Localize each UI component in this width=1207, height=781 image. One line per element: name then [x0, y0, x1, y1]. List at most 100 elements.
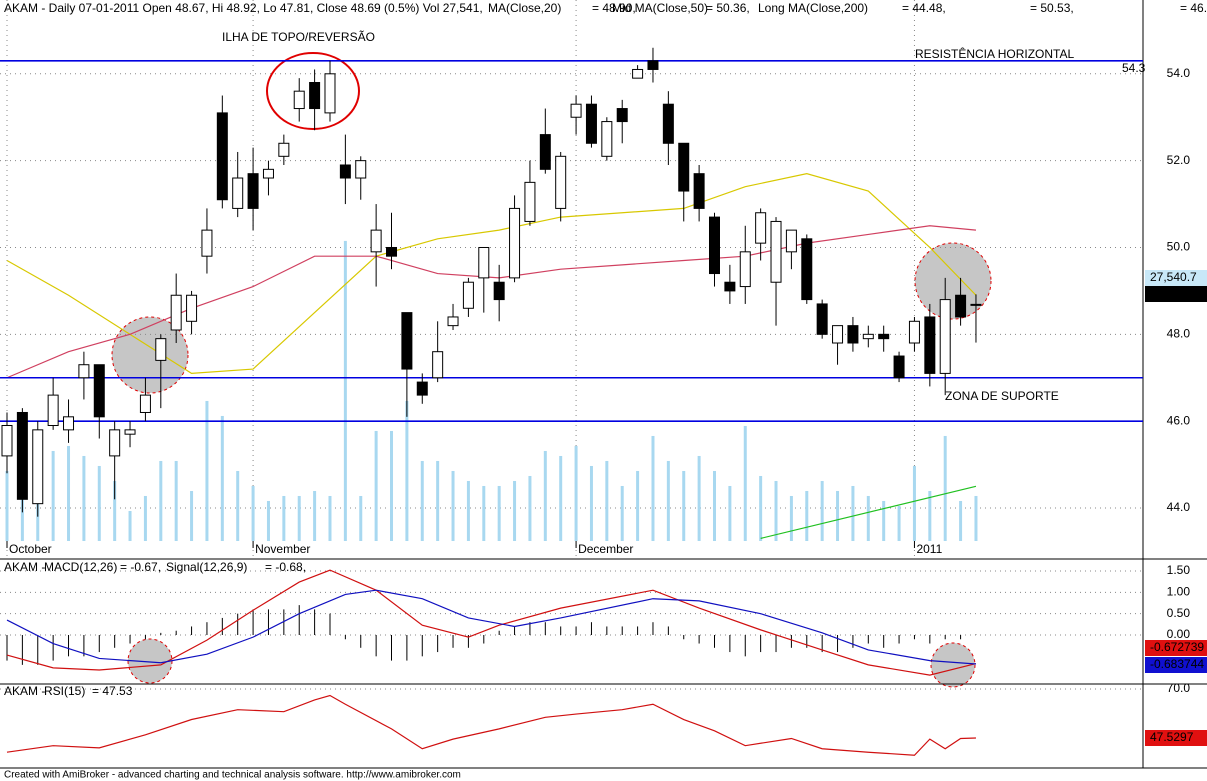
volume-bar [405, 400, 409, 541]
candle-body [708, 216, 720, 275]
volume-bar [220, 415, 224, 541]
y-tick-label: 1.50 [1167, 563, 1191, 577]
volume-bar [82, 455, 86, 541]
y-tick-label: 0.50 [1167, 606, 1191, 620]
volume-bar [20, 490, 24, 541]
volume-bar [497, 485, 501, 541]
volume-bar [759, 475, 763, 541]
volume-bar [143, 495, 147, 541]
candle-body [647, 60, 659, 70]
support-circle [111, 316, 189, 394]
y-tick-label: 1.00 [1167, 584, 1191, 598]
volume-bar [651, 435, 655, 541]
candle-body [847, 325, 859, 344]
candle-body [186, 294, 198, 322]
candle-body [63, 416, 75, 431]
volume-bar [451, 470, 455, 541]
candle-body [232, 177, 244, 209]
candle-body [509, 207, 521, 279]
candle-body [1, 425, 13, 457]
candle-body [262, 168, 274, 179]
candle-body [555, 155, 567, 209]
volume-bar [943, 435, 947, 541]
volume-bar [836, 490, 840, 541]
candle-body [755, 212, 767, 244]
volume-bar [282, 495, 286, 541]
candle-body [339, 164, 351, 179]
volume-bar [343, 240, 347, 541]
y-tick-label: 52.0 [1167, 153, 1191, 167]
volume-bar [543, 450, 547, 541]
candle-body [862, 333, 874, 340]
candle-body [47, 394, 59, 427]
volume-bar [67, 445, 71, 541]
candle-body [585, 103, 597, 144]
volume-bar [743, 425, 747, 541]
volume-bar [959, 500, 963, 541]
header-text: = 50.53, [1030, 1, 1074, 15]
volume-bar [420, 460, 424, 541]
volume-bar [190, 490, 194, 541]
volume-bar [466, 480, 470, 541]
candle-body [355, 160, 367, 179]
header-text: = 46. [1180, 1, 1207, 15]
candle-body [878, 333, 890, 340]
indicator-line [6, 589, 977, 665]
candle-body [770, 220, 782, 283]
volume-bar [620, 485, 624, 541]
candle-body [493, 281, 505, 301]
volume-bar [697, 455, 701, 541]
panel-title: AKAM - [4, 560, 45, 574]
candle-body [739, 251, 751, 288]
candle-body [16, 411, 28, 500]
volume-bar [820, 480, 824, 541]
last-value-label: 47.5297 [1150, 730, 1194, 744]
candle-body [662, 103, 674, 144]
candle-body [247, 173, 259, 209]
y-tick-label: 0.00 [1167, 627, 1191, 641]
volume-bar [482, 485, 486, 541]
y-tick-label: 70.0 [1167, 681, 1191, 695]
legend-entry: MACD(12,26) [44, 560, 117, 574]
support-circle [914, 242, 992, 320]
annotation: ZONA DE SUPORTE [945, 389, 1059, 403]
legend-entry: Mid MA(Close,50) [612, 1, 708, 15]
legend-entry: Signal(12,26,9) [166, 560, 247, 574]
y-tick-label: 48.0 [1167, 326, 1191, 340]
annotation: RESISTÊNCIA HORIZONTAL [915, 46, 1074, 61]
candle-body [324, 73, 336, 114]
x-tick-label: December [578, 542, 633, 556]
candle-body [832, 325, 844, 344]
candle-body [785, 229, 797, 253]
candle-body [201, 229, 213, 257]
annotation: ILHA DE TOPO/REVERSÃO [222, 30, 375, 44]
volume-bar [513, 480, 517, 541]
header-text: = 44.48, [902, 1, 946, 15]
x-tick-label: 2011 [916, 542, 942, 556]
volume-bar [682, 470, 686, 541]
volume-bar [266, 500, 270, 541]
volume-bar [636, 470, 640, 541]
candle-body [216, 112, 228, 201]
x-tick-label: November [255, 542, 310, 556]
last-value-box [1145, 270, 1207, 286]
volume-bar [851, 485, 855, 541]
readout: = 47.53 [92, 684, 133, 698]
volume-bar [436, 460, 440, 541]
volume-bar [589, 465, 593, 541]
volume-bar [712, 470, 716, 541]
macd-circle [930, 642, 976, 688]
indicator-line [6, 694, 976, 756]
volume-bar [236, 470, 240, 541]
last-value-label: 27,540.7 [1150, 270, 1197, 284]
header-text: AKAM - Daily 07-01-2011 Open 48.67, Hi 4… [4, 1, 483, 15]
volume-bar [113, 480, 117, 541]
y-tick-label: 50.0 [1167, 240, 1191, 254]
last-value-box [1145, 730, 1207, 746]
x-tick-label: October [9, 542, 52, 556]
volume-bar [128, 510, 132, 541]
candle-body [524, 181, 536, 222]
volume-bar [912, 465, 916, 541]
candle-body [632, 68, 644, 79]
volume-bar [313, 490, 317, 541]
